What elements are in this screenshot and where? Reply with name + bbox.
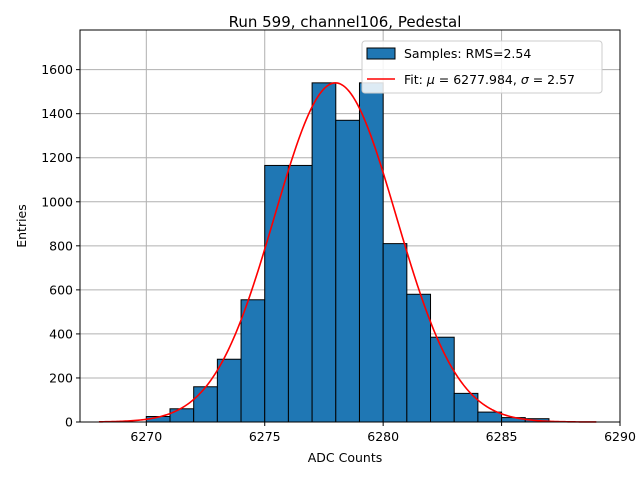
- histogram-bar: [193, 386, 218, 423]
- legend-fit-mu-symbol: μ: [426, 72, 435, 87]
- y-tick-label: 1200: [41, 150, 73, 165]
- histogram-bar: [477, 411, 503, 423]
- histogram-bar: [169, 408, 195, 423]
- legend-label-fit: Fit: μ = 6277.984, σ = 2.57: [404, 72, 575, 87]
- x-tick-label: 6290: [604, 429, 636, 444]
- y-axis-ticks: 0 200 400 600 800 1000 1200 1400 1600: [41, 62, 80, 430]
- histogram-bar: [382, 243, 408, 423]
- fit-curve: [98, 82, 597, 423]
- legend-swatch-samples: [366, 47, 396, 60]
- histogram-bar: [216, 358, 242, 423]
- legend-box: [361, 40, 603, 94]
- y-tick-label: 1000: [41, 194, 73, 209]
- histogram-bar: [287, 164, 313, 423]
- legend-fit-sigma-value: = 2.57: [529, 72, 575, 87]
- legend-fit-mu-value: = 6277.984,: [435, 72, 521, 87]
- legend-fit-sigma-symbol: σ: [521, 72, 530, 87]
- x-tick-label: 6285: [486, 429, 518, 444]
- histogram-bar: [264, 164, 289, 423]
- plot-frame: [79, 29, 621, 423]
- legend-label-samples: Samples: RMS=2.54: [404, 46, 531, 61]
- x-tick-label: 6275: [249, 429, 281, 444]
- x-axis-label: ADC Counts: [308, 450, 383, 465]
- histogram-bars: [145, 82, 550, 423]
- y-tick-label: 0: [65, 415, 73, 430]
- y-tick-label: 200: [49, 370, 73, 385]
- histogram-bar: [240, 299, 266, 423]
- x-axis-ticks: 6270 6275 6280 6285 6290: [130, 422, 636, 444]
- histogram-bar: [311, 82, 337, 423]
- fit-curve-group: [98, 82, 597, 423]
- y-tick-label: 400: [49, 326, 73, 341]
- y-tick-label: 600: [49, 282, 73, 297]
- x-tick-label: 6280: [367, 429, 399, 444]
- histogram-bar: [358, 82, 384, 423]
- legend: Samples: RMS=2.54 Fit: μ = 6277.984, σ =…: [361, 40, 603, 94]
- x-tick-label: 6270: [130, 429, 162, 444]
- legend-fit-prefix: Fit:: [404, 72, 427, 87]
- histogram-bar: [335, 119, 360, 423]
- y-tick-label: 1400: [41, 106, 73, 121]
- chart-title: Run 599, channel106, Pedestal: [229, 13, 462, 31]
- y-axis-label: Entries: [14, 204, 29, 248]
- y-tick-label: 800: [49, 238, 73, 253]
- y-tick-label: 1600: [41, 62, 73, 77]
